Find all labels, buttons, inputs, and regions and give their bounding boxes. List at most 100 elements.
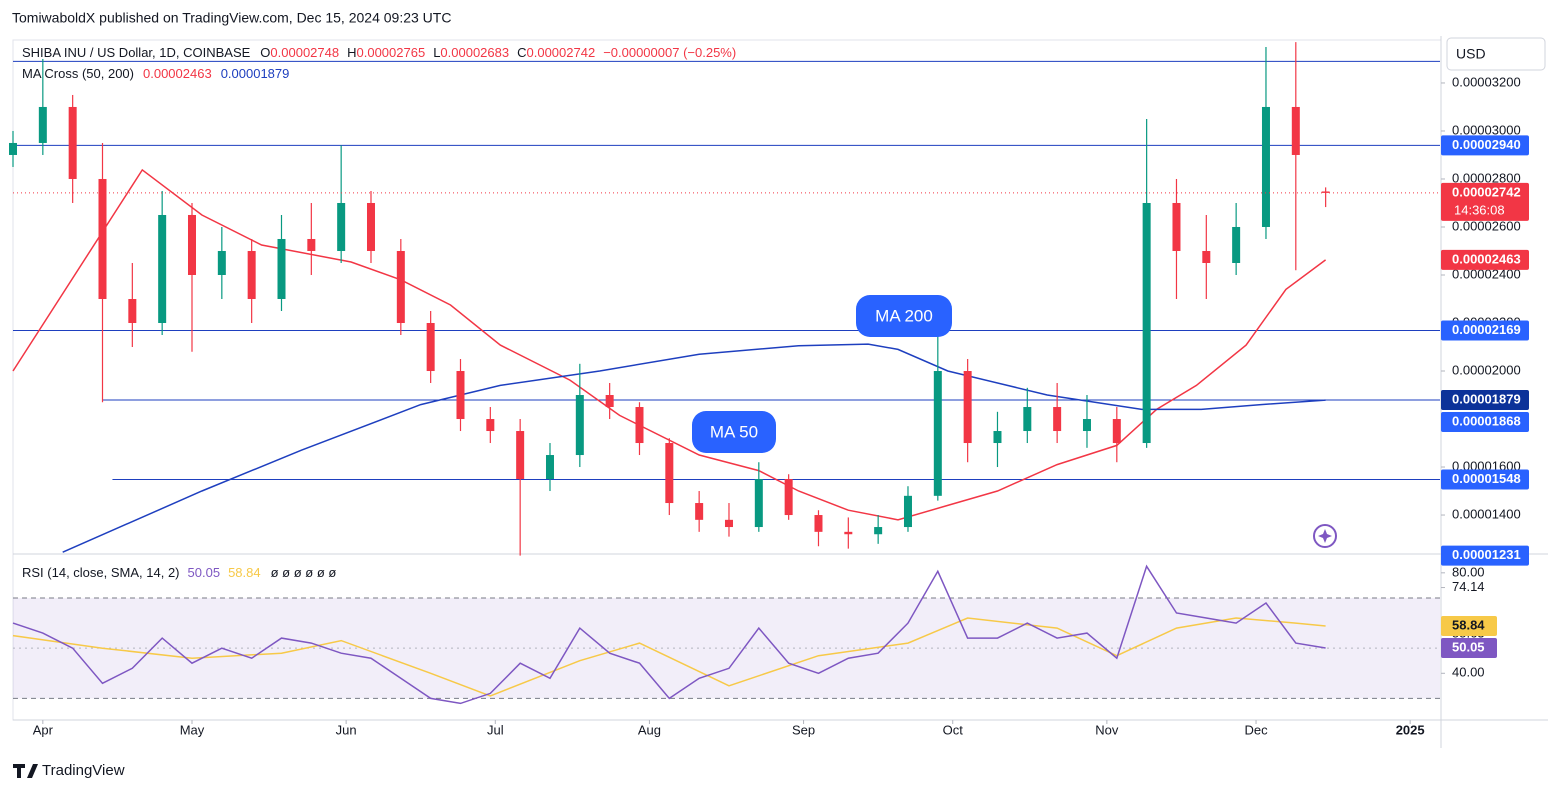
ohlc-value: 0.00002683 <box>440 45 509 60</box>
ohlc-key: O <box>260 45 270 60</box>
indicator-name: MA Cross (50, 200) <box>22 66 134 81</box>
x-tick-label: 2025 <box>1396 722 1425 737</box>
indicator-value: 0.00002463 <box>143 66 212 81</box>
currency-box[interactable] <box>1446 37 1546 71</box>
rsi-title: RSI (14, close, SMA, 14, 2) <box>22 565 180 580</box>
candle-body <box>486 419 495 432</box>
candle-body <box>516 431 525 480</box>
ma-callout <box>692 411 776 453</box>
price-label: 0.00001868 <box>1452 413 1521 428</box>
rsi-marker: 50.05 <box>1452 639 1485 654</box>
price-change: −0.00000007 (−0.25%) <box>603 45 736 60</box>
price-label: 0.00001231 <box>1452 547 1521 562</box>
candle-body <box>337 202 346 251</box>
ma-callout-label: MA 50 <box>710 422 758 441</box>
countdown: 14:36:08 <box>1454 202 1505 217</box>
candle-body <box>307 238 316 251</box>
price-label-box <box>1441 545 1529 566</box>
y-tick-label: 80.00 <box>1452 564 1485 579</box>
rsi-legend: RSI (14, close, SMA, 14, 2) 50.05 58.84 ø ø… <box>22 565 336 580</box>
ohlc-value: 0.00002742 <box>527 45 596 60</box>
price-label-box <box>1441 469 1529 490</box>
rsi-marker-box <box>1441 615 1497 636</box>
x-tick-label: Aug <box>638 722 661 737</box>
candle-body <box>1321 191 1330 193</box>
candle-body <box>187 214 196 275</box>
ohlc-key: H <box>347 45 356 60</box>
ma-callout <box>856 295 952 337</box>
candle-body <box>1202 250 1211 263</box>
rsi-line <box>12 617 1326 697</box>
currency: USD <box>1456 46 1486 62</box>
indicator-value: 0.00001879 <box>221 66 290 81</box>
candle-body <box>695 503 704 520</box>
candle-body <box>68 106 77 179</box>
ohlc-key: L <box>433 45 440 60</box>
candle-body <box>456 371 465 420</box>
price-label: 0.00002940 <box>1452 137 1521 152</box>
candle-body <box>635 407 644 444</box>
rsi-marker-box <box>1441 638 1497 659</box>
y-tick-label: 0.00002400 <box>1452 266 1521 281</box>
candle-body <box>1261 106 1270 227</box>
ma-callout-label: MA 200 <box>875 306 933 325</box>
candle-body <box>903 495 912 528</box>
candle-body <box>1291 106 1300 155</box>
y-tick-label: 74.14 <box>1452 579 1485 594</box>
candle-body <box>933 371 942 496</box>
rsi-value: 58.84 <box>228 565 261 580</box>
candle-body <box>605 395 614 408</box>
candle-body <box>217 250 226 275</box>
brand: TradingView <box>42 762 125 779</box>
ohlc-value: 0.00002765 <box>357 45 426 60</box>
x-tick-label: May <box>180 722 205 737</box>
price-label: 0.00002169 <box>1452 322 1521 337</box>
price-label-box <box>1441 182 1529 221</box>
candle-body <box>575 395 584 456</box>
candle-body <box>665 443 674 504</box>
candle-body <box>396 250 405 324</box>
candle-body <box>1232 226 1241 263</box>
rsi-value: 50.05 <box>188 565 221 580</box>
rsi-marker: 58.84 <box>1452 617 1485 632</box>
y-tick-label: 40.00 <box>1452 665 1485 680</box>
candle-body <box>1082 419 1091 432</box>
candle-body <box>545 455 554 480</box>
candle-body <box>1053 407 1062 432</box>
ai-icon-star <box>1318 529 1332 543</box>
candle-body <box>784 479 793 516</box>
x-tick-label: Jul <box>487 722 504 737</box>
price-label-box <box>1441 412 1529 433</box>
ai-icon[interactable] <box>1313 524 1337 548</box>
candle-body <box>963 371 972 444</box>
rsi-line <box>12 564 1326 705</box>
candle-body <box>98 178 107 300</box>
candle-body <box>1142 202 1151 444</box>
y-tick-label: 0.00002800 <box>1452 170 1521 185</box>
candle-body <box>158 214 167 324</box>
candle-body <box>1112 419 1121 444</box>
candle-body <box>993 431 1002 444</box>
price-label-box <box>1441 249 1529 270</box>
indicator-legend: MA Cross (50, 200) 0.00002463 0.00001879 <box>22 66 289 81</box>
ma-line <box>62 343 1326 553</box>
price-label: 0.00001548 <box>1452 471 1521 486</box>
price-label-box <box>1441 320 1529 341</box>
price-label: 0.00002463 <box>1452 251 1521 266</box>
symbol-legend: SHIBA INU / US Dollar, 1D, COINBASE O0.00… <box>22 45 736 60</box>
price-label: 0.00002742 <box>1452 184 1521 199</box>
price-label: 0.00001879 <box>1452 391 1521 406</box>
ohlc-key: C <box>517 45 526 60</box>
published-line: TomiwaboldX published on TradingView.com… <box>12 10 451 26</box>
rsi-extras: ø ø ø ø ø ø <box>271 565 337 580</box>
candle-body <box>754 479 763 528</box>
x-tick-label: Apr <box>33 722 54 737</box>
y-tick-label: 0.00002600 <box>1452 218 1521 233</box>
candle-body <box>9 142 17 155</box>
candle-body <box>426 323 435 372</box>
ma-line <box>12 168 1327 521</box>
y-tick-label: 0.00003000 <box>1452 122 1521 137</box>
price-label-box <box>1441 135 1529 156</box>
